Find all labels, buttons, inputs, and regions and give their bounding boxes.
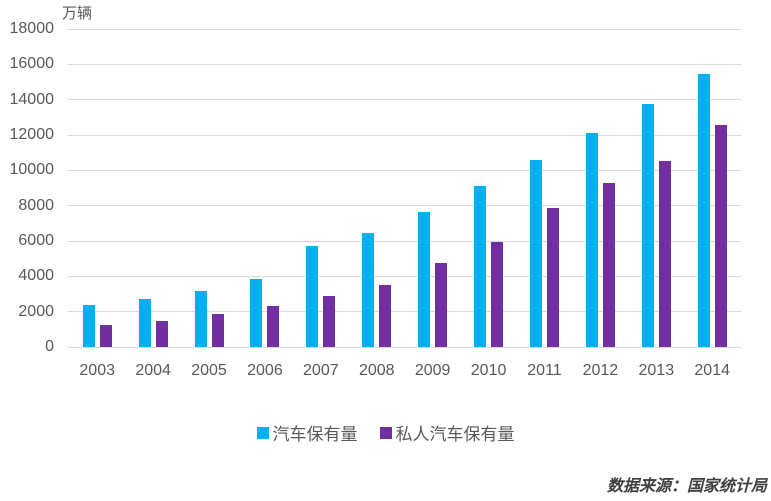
- x-tick-label: 2007: [303, 362, 339, 379]
- x-tick-label: 2008: [358, 362, 395, 379]
- bar-私人汽车保有量-2011: [546, 207, 559, 347]
- gridline: [68, 28, 741, 30]
- bar-私人汽车保有量-2013: [658, 161, 671, 347]
- bar-汽车保有量-2007: [306, 246, 319, 347]
- y-tick-label: 14000: [9, 90, 55, 108]
- legend-color-swatch-icon: [256, 426, 269, 439]
- gridline: [68, 311, 741, 313]
- bar-汽车保有量-2011: [529, 160, 542, 347]
- y-tick-label: 18000: [9, 20, 55, 37]
- data-source-note: 数据来源：国家统计局: [606, 478, 767, 495]
- gridline: [68, 134, 741, 136]
- x-tick-label: 2006: [247, 362, 283, 379]
- bar-私人汽车保有量-2007: [323, 296, 336, 347]
- bar-汽车保有量-2010: [474, 186, 487, 347]
- bar-私人汽车保有量-2003: [99, 325, 112, 347]
- gridline: [68, 275, 741, 277]
- y-tick-label: 12000: [9, 126, 55, 143]
- bar-私人汽车保有量-2010: [491, 242, 504, 347]
- legend-label: 汽车保有量: [272, 425, 358, 444]
- gridline: [68, 346, 741, 348]
- x-tick-label: 2003: [79, 362, 115, 379]
- y-tick-label: 8000: [18, 196, 54, 214]
- y-axis-unit-label: 万辆: [62, 5, 93, 22]
- legend-label: 私人汽车保有量: [395, 425, 515, 444]
- y-tick-label: 6000: [18, 232, 54, 249]
- gridline: [68, 205, 741, 207]
- bar-私人汽车保有量-2014: [714, 124, 727, 347]
- bar-汽车保有量-2012: [585, 133, 598, 347]
- x-tick-label: 2011: [527, 362, 562, 379]
- bar-汽车保有量-2009: [418, 212, 431, 347]
- legend-item: 汽车保有量: [256, 420, 358, 445]
- y-tick-label: 0: [45, 338, 54, 355]
- bar-汽车保有量-2003: [82, 304, 95, 347]
- x-tick-label: 2010: [470, 362, 507, 379]
- y-tick-label: 4000: [18, 267, 54, 285]
- x-tick-label: 2013: [638, 362, 675, 379]
- bar-私人汽车保有量-2009: [435, 262, 448, 347]
- legend-item: 私人汽车保有量: [379, 420, 515, 445]
- x-tick-label: 2004: [135, 362, 171, 379]
- bar-汽车保有量-2013: [641, 104, 654, 347]
- x-tick-label: 2009: [414, 362, 451, 379]
- gridline: [68, 99, 741, 101]
- y-tick-label: 10000: [9, 161, 55, 179]
- bar-汽车保有量-2005: [194, 291, 207, 347]
- gridline: [68, 240, 741, 242]
- x-tick-label: 2012: [582, 362, 619, 379]
- bar-私人汽车保有量-2006: [267, 305, 280, 347]
- bar-汽车保有量-2014: [697, 74, 710, 347]
- bar-私人汽车保有量-2008: [379, 285, 392, 347]
- bar-汽车保有量-2006: [250, 278, 263, 347]
- x-tick-label: 2005: [191, 362, 227, 379]
- bar-汽车保有量-2008: [362, 232, 375, 347]
- chart-legend: 汽车保有量 私人汽车保有量: [0, 420, 771, 445]
- x-tick-label: 2014: [694, 362, 730, 379]
- bar-私人汽车保有量-2012: [602, 182, 615, 347]
- y-tick-label: 16000: [9, 55, 55, 73]
- plot-area: [68, 28, 741, 348]
- gridline: [68, 63, 741, 65]
- bar-私人汽车保有量-2005: [211, 314, 224, 347]
- bar-私人汽车保有量-2004: [155, 320, 168, 347]
- legend-color-swatch-icon: [379, 426, 392, 439]
- gridline: [68, 169, 741, 171]
- bar-汽车保有量-2004: [138, 299, 151, 347]
- y-tick-label: 2000: [18, 302, 54, 320]
